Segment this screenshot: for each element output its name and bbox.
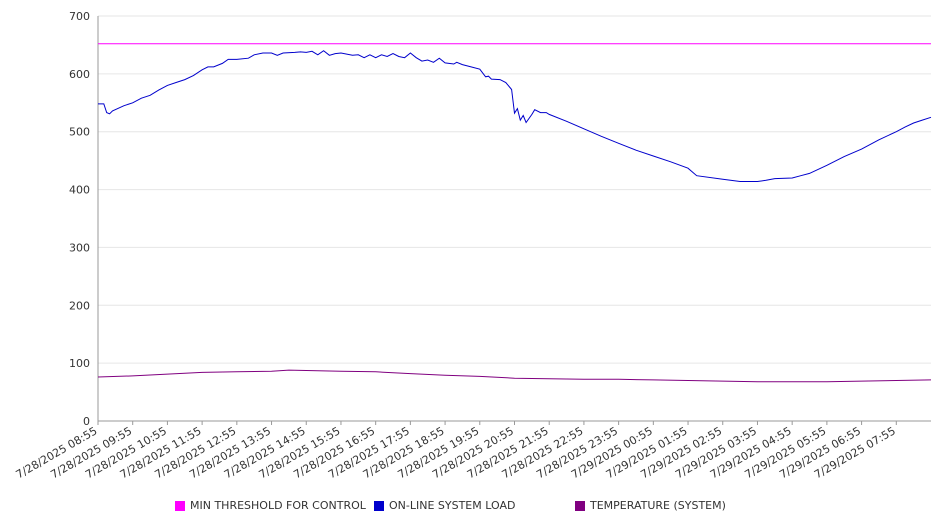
legend-item-1: ON-LINE SYSTEM LOAD <box>374 499 515 512</box>
legend: MIN THRESHOLD FOR CONTROL ON-LINE SYSTEM … <box>0 496 946 516</box>
legend-swatch-1 <box>374 500 384 511</box>
legend-swatch-2 <box>575 500 585 511</box>
y-tick-label-300: 300 <box>69 241 90 254</box>
y-tick-label-0: 0 <box>83 415 90 428</box>
series-lines <box>97 43 932 383</box>
x-axis: 7/28/2025 08:557/28/2025 09:557/28/2025 … <box>14 421 898 481</box>
y-tick-label-400: 400 <box>69 184 90 197</box>
legend-item-0: MIN THRESHOLD FOR CONTROL <box>175 499 366 512</box>
legend-item-2: TEMPERATURE (SYSTEM) <box>575 499 726 512</box>
y-tick-label-600: 600 <box>69 68 90 81</box>
y-tick-label-100: 100 <box>69 357 90 370</box>
y-axis: 0 100 200 300 400 500 600 700 <box>69 10 99 428</box>
legend-label-2: TEMPERATURE (SYSTEM) <box>590 499 726 512</box>
y-tick-label-200: 200 <box>69 299 90 312</box>
series-line-2 <box>97 369 932 383</box>
series-line-1 <box>98 50 932 182</box>
legend-label-1: ON-LINE SYSTEM LOAD <box>389 499 516 512</box>
legend-swatch-0 <box>175 500 185 511</box>
y-tick-label-500: 500 <box>69 126 90 139</box>
legend-label-0: MIN THRESHOLD FOR CONTROL <box>190 499 366 512</box>
grid-lines <box>98 15 931 422</box>
y-tick-label-700: 700 <box>69 10 90 23</box>
